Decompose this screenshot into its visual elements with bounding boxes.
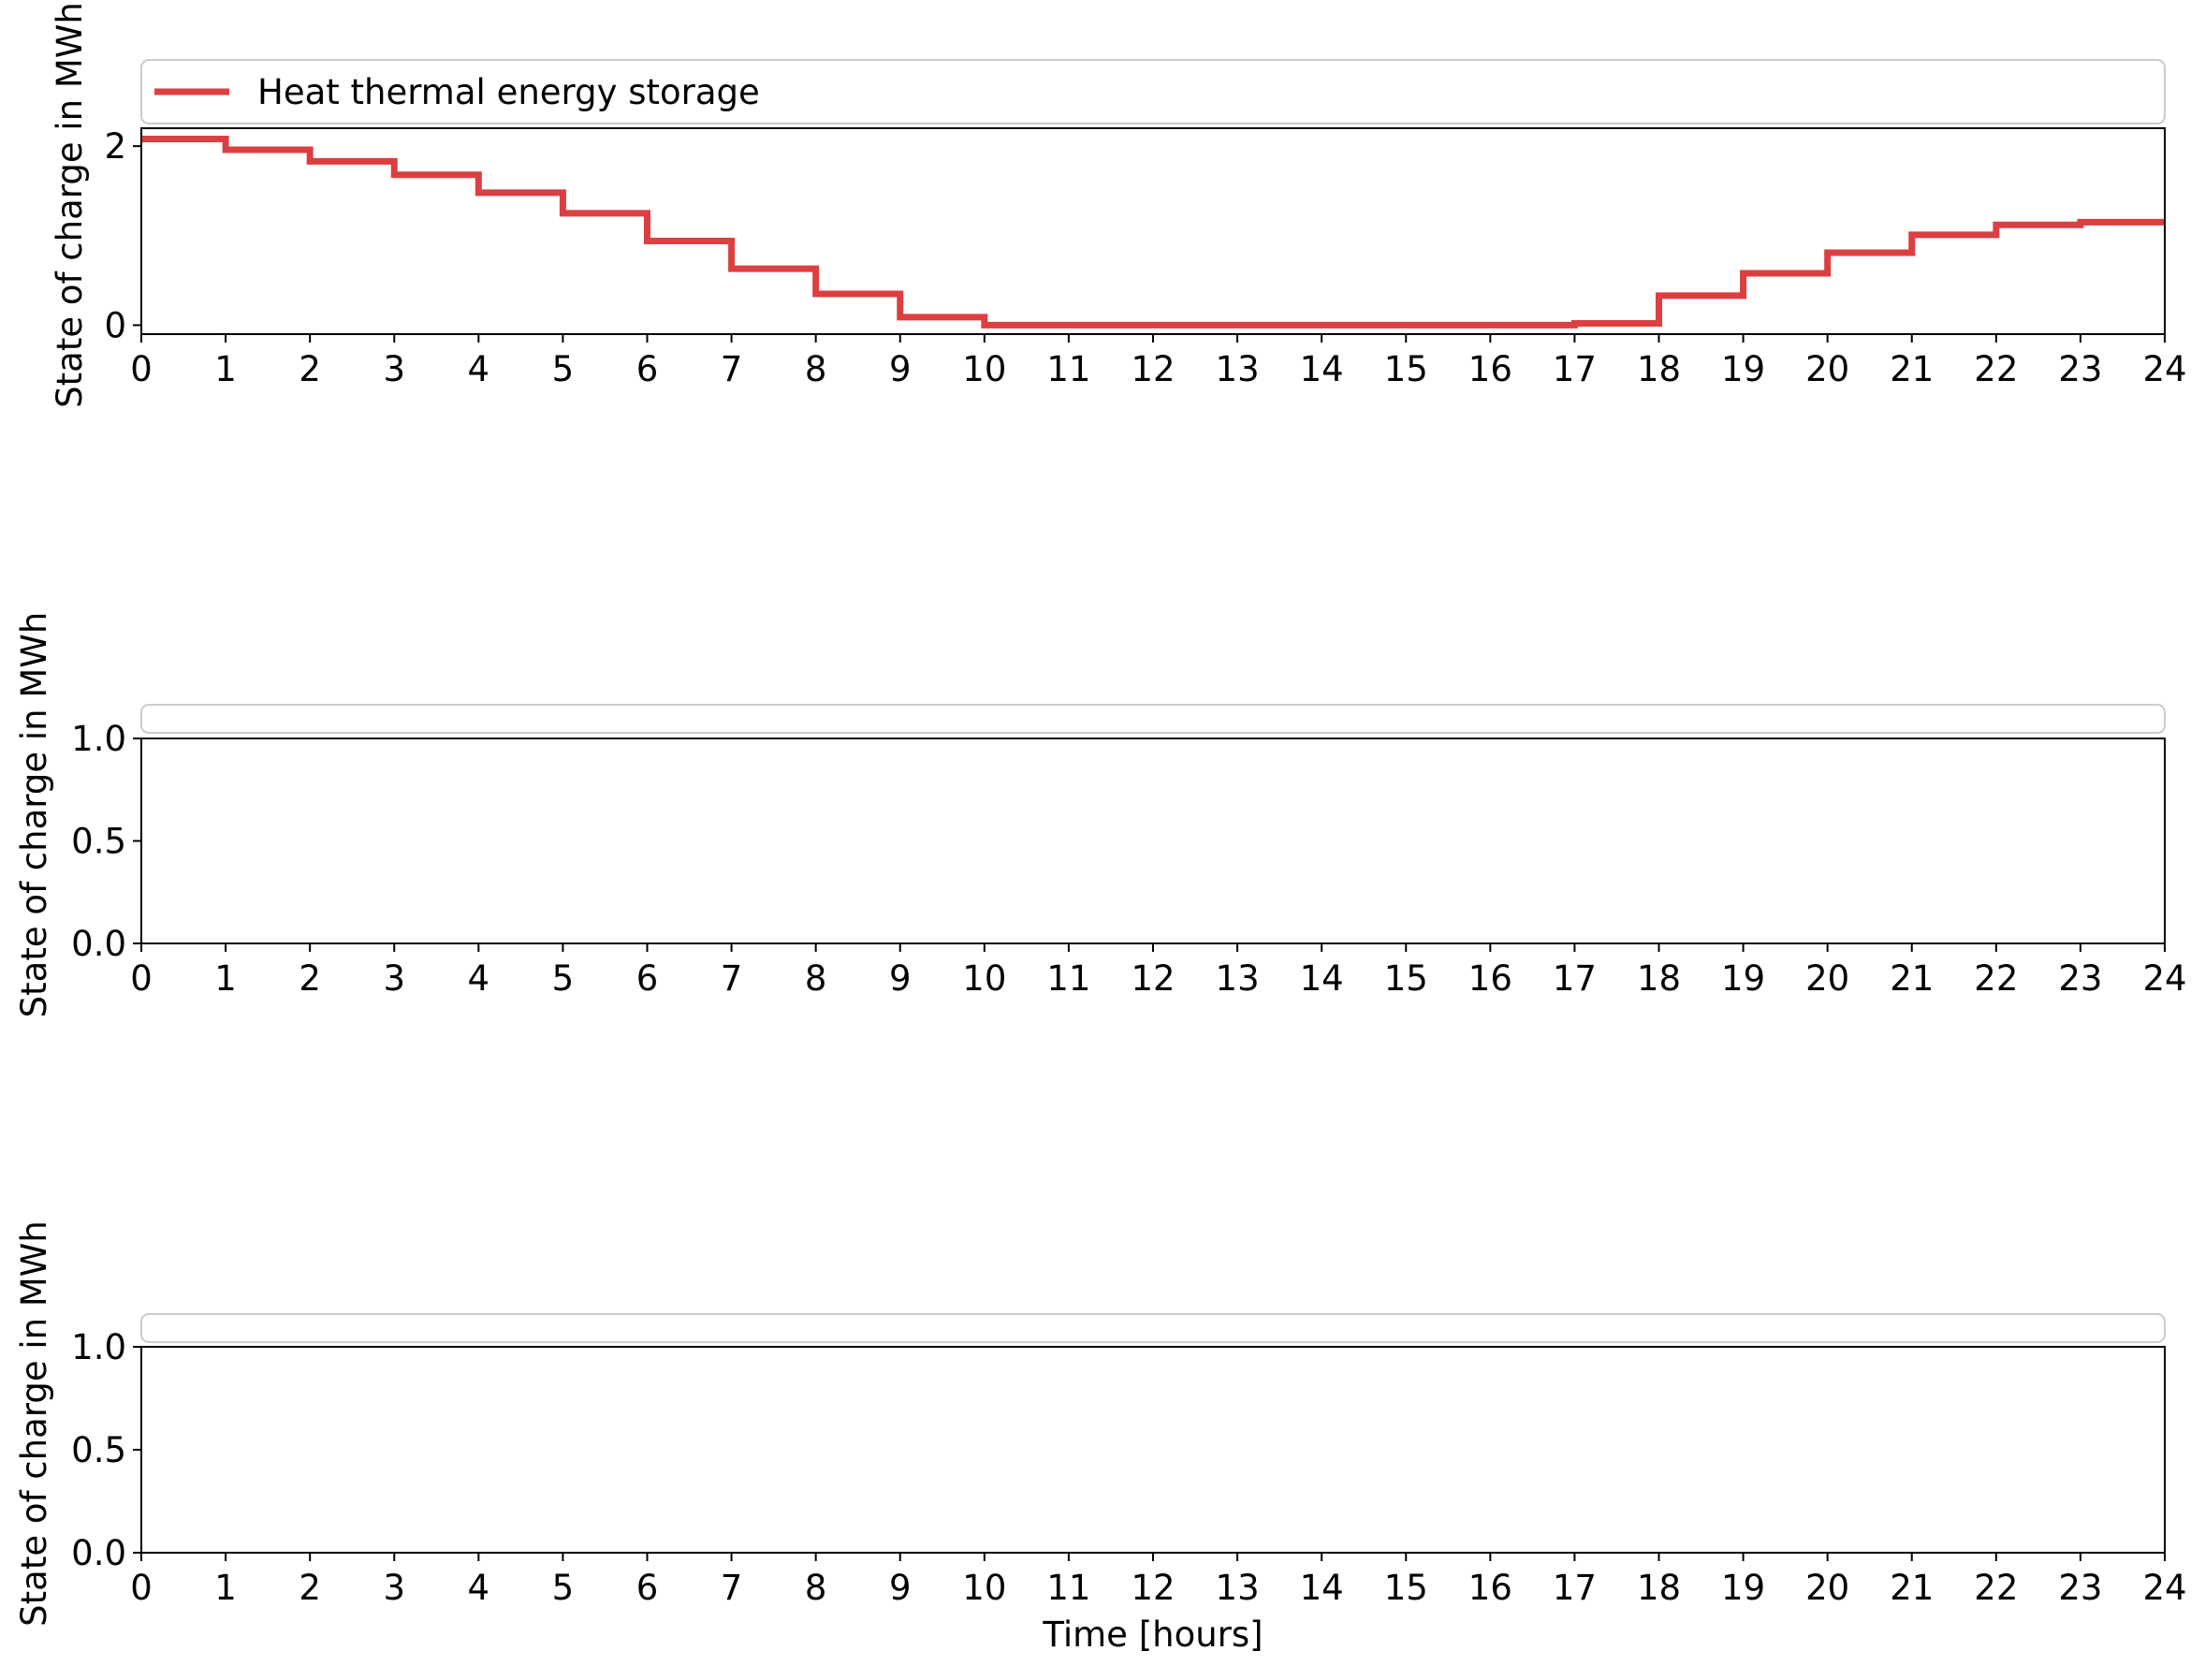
x-tick-label: 12: [1131, 349, 1175, 389]
x-tick-label: 0: [130, 349, 153, 389]
y-tick-label: 0.5: [71, 822, 126, 862]
x-tick-label: 10: [962, 958, 1006, 999]
y-tick-label: 0.0: [71, 924, 126, 964]
x-tick-label: 14: [1300, 1568, 1344, 1608]
y-axis-label: State of charge in MWh: [14, 1220, 54, 1627]
x-tick-label: 7: [721, 1568, 743, 1608]
x-tick-label: 23: [2058, 1568, 2102, 1608]
x-tick-label: 17: [1553, 349, 1597, 389]
y-tick-label: 0.0: [71, 1533, 126, 1573]
y-axis-label: State of charge in MWh: [50, 2, 90, 408]
x-tick-label: 11: [1046, 349, 1090, 389]
chart-panel-3: 0 1 2 3 4 5 6 7 8 9 10 11 12 13 14 15 16 17 18 19 20 21 22 23 24…: [14, 1220, 2187, 1655]
x-tick-label: 17: [1553, 958, 1597, 999]
series-line-1: [141, 139, 2165, 325]
x-tick-label: 21: [1890, 1568, 1934, 1608]
x-tick-label: 6: [636, 958, 659, 999]
x-tick-label: 18: [1637, 958, 1681, 999]
plot-frame: [141, 738, 2165, 943]
x-tick-label: 16: [1468, 958, 1512, 999]
legend-box: [141, 705, 2165, 733]
x-tick-label: 15: [1384, 1568, 1428, 1608]
x-tick-label: 13: [1216, 349, 1260, 389]
y-tick-label: 1.0: [71, 1327, 126, 1367]
x-tick-label: 20: [1805, 349, 1849, 389]
x-axis-label: Time [hours]: [1042, 1614, 1263, 1655]
x-tick-label: 13: [1216, 1568, 1260, 1608]
x-tick-label: 11: [1046, 1568, 1090, 1608]
x-tick-label: 5: [552, 1568, 575, 1608]
chart-panel-2: 0 1 2 3 4 5 6 7 8 9 10 11 12 13 14 15 16 17 18 19 20 21 22 23 24…: [14, 612, 2187, 1018]
x-tick-label: 20: [1805, 1568, 1849, 1608]
x-tick-label: 0: [130, 1568, 153, 1608]
x-tick-label: 9: [889, 958, 912, 999]
x-tick-label: 14: [1300, 349, 1344, 389]
x-tick-label: 12: [1131, 958, 1175, 999]
x-tick-label: 1: [214, 958, 237, 999]
y-tick-label: 2: [104, 126, 126, 167]
y-tick-label: 1.0: [71, 719, 126, 759]
plot-frame: [141, 1347, 2165, 1553]
x-tick-label: 17: [1553, 1568, 1597, 1608]
x-tick-label: 3: [383, 958, 405, 999]
x-tick-label: 24: [2142, 349, 2186, 389]
x-tick-label: 9: [889, 349, 912, 389]
x-tick-label: 1: [214, 349, 237, 389]
legend-box: [141, 1314, 2165, 1342]
x-tick-label: 23: [2058, 349, 2102, 389]
x-tick-label: 22: [1974, 1568, 2018, 1608]
x-tick-label: 10: [962, 1568, 1006, 1608]
x-tick-label: 8: [805, 958, 827, 999]
x-tick-label: 21: [1890, 958, 1934, 999]
y-tick-label: 0: [104, 305, 126, 345]
x-tick-label: 21: [1890, 349, 1934, 389]
x-tick-label: 2: [299, 1568, 321, 1608]
x-tick-label: 12: [1131, 1568, 1175, 1608]
x-tick-label: 16: [1468, 349, 1512, 389]
x-tick-label: 7: [721, 349, 743, 389]
x-tick-label: 8: [805, 349, 827, 389]
x-tick-label: 18: [1637, 349, 1681, 389]
x-tick-label: 2: [299, 349, 321, 389]
x-tick-label: 5: [552, 349, 575, 389]
x-tick-label: 10: [962, 349, 1006, 389]
x-tick-label: 1: [214, 1568, 237, 1608]
x-tick-label: 9: [889, 1568, 912, 1608]
y-axis-label: State of charge in MWh: [14, 612, 54, 1018]
x-tick-label: 5: [552, 958, 575, 999]
x-tick-label: 20: [1805, 958, 1849, 999]
x-tick-label: 24: [2142, 1568, 2186, 1608]
x-tick-label: 8: [805, 1568, 827, 1608]
x-tick-label: 19: [1721, 1568, 1765, 1608]
x-tick-label: 4: [468, 1568, 490, 1608]
x-tick-label: 22: [1974, 958, 2018, 999]
x-tick-label: 3: [383, 349, 405, 389]
x-tick-label: 19: [1721, 349, 1765, 389]
x-tick-label: 16: [1468, 1568, 1512, 1608]
x-tick-label: 15: [1384, 349, 1428, 389]
x-tick-label: 6: [636, 1568, 659, 1608]
y-tick-label: 0.5: [71, 1430, 126, 1470]
x-tick-label: 2: [299, 958, 321, 999]
x-tick-label: 15: [1384, 958, 1428, 999]
x-tick-label: 23: [2058, 958, 2102, 999]
x-tick-label: 6: [636, 349, 659, 389]
legend-label-1: Heat thermal energy storage: [257, 72, 760, 112]
x-tick-label: 18: [1637, 1568, 1681, 1608]
x-tick-label: 22: [1974, 349, 2018, 389]
plot-frame: [141, 128, 2165, 334]
x-tick-label: 0: [130, 958, 153, 999]
x-tick-label: 3: [383, 1568, 405, 1608]
x-tick-label: 7: [721, 958, 743, 999]
x-tick-label: 4: [468, 349, 490, 389]
x-tick-label: 14: [1300, 958, 1344, 999]
x-tick-label: 11: [1046, 958, 1090, 999]
x-tick-label: 4: [468, 958, 490, 999]
x-tick-label: 19: [1721, 958, 1765, 999]
x-tick-label: 24: [2142, 958, 2186, 999]
x-tick-label: 13: [1216, 958, 1260, 999]
